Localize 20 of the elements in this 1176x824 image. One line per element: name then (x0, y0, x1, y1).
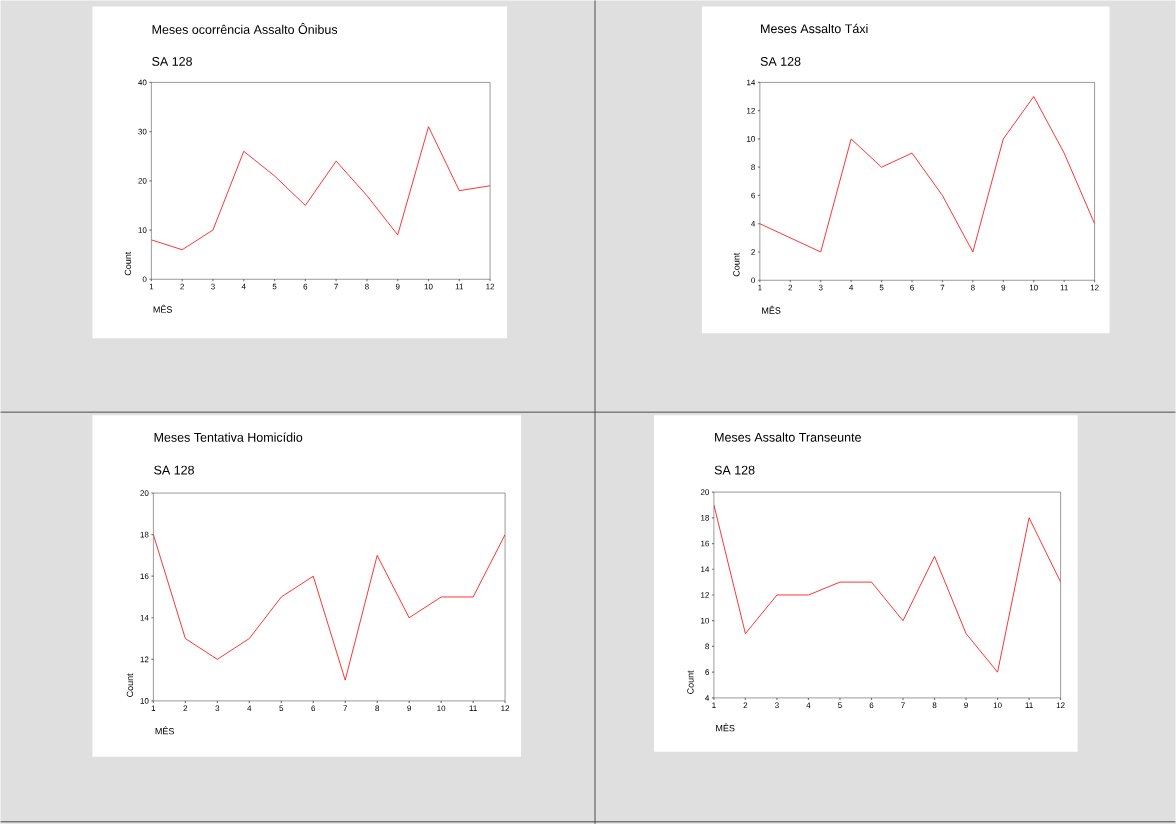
x-axis-title: MÊS (155, 726, 174, 735)
line-series (713, 504, 1061, 673)
chart-title: Meses Assalto Táxi (761, 23, 868, 33)
x-axis-title: MÊS (153, 304, 172, 313)
chart-title: Meses Tentativa Homicídio (154, 432, 303, 442)
line-series (151, 126, 491, 250)
y-axis-title: Count (124, 251, 132, 276)
chart-title: Meses ocorrência Assalto Ônibus (152, 22, 338, 34)
chart-subtitle: SA 128 (714, 465, 755, 475)
chart-subtitle: SA 128 (152, 56, 192, 66)
x-axis-title: MÊS (716, 723, 735, 732)
y-axis-title: Count (687, 670, 694, 694)
line-series (153, 534, 506, 681)
y-axis-title: Count (733, 252, 740, 277)
chart-subtitle: SA 128 (154, 465, 194, 475)
chart-title: Meses Assalto Transeunte (715, 432, 861, 442)
line-series (759, 96, 1095, 253)
y-axis-title: Count (126, 673, 134, 697)
chart-subtitle: SA 128 (760, 56, 801, 66)
x-axis-title: MÊS (762, 305, 781, 314)
